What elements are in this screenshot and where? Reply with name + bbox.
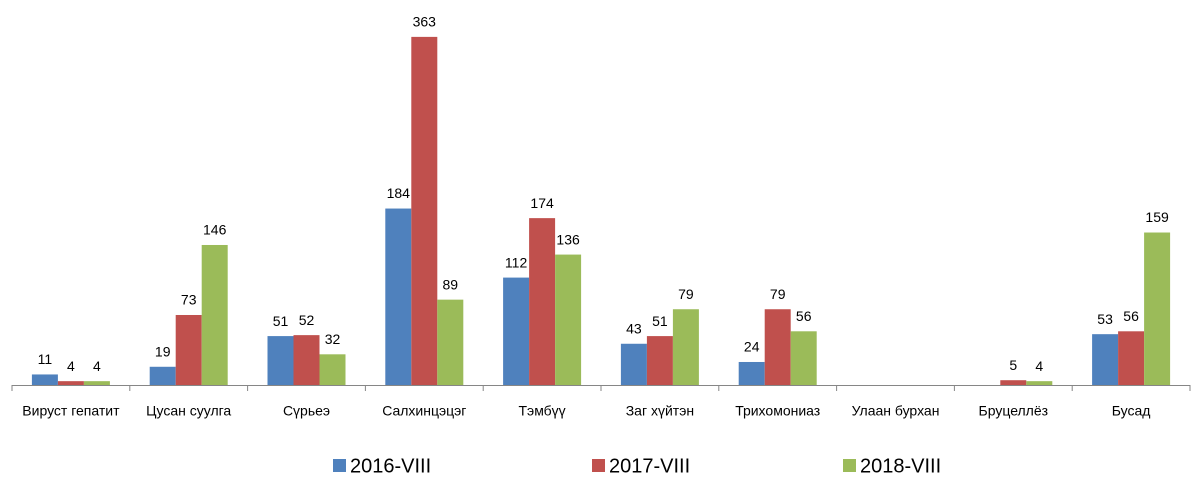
bar bbox=[83, 381, 110, 385]
bar bbox=[385, 208, 412, 385]
bar bbox=[503, 277, 530, 385]
bar bbox=[319, 354, 346, 385]
value-label: 363 bbox=[413, 14, 437, 30]
bar bbox=[529, 218, 556, 385]
bar bbox=[437, 299, 464, 385]
bar bbox=[1144, 232, 1171, 385]
legend-text: 2016-VIII bbox=[350, 455, 431, 477]
x-tick-label: Вируст гепатит bbox=[22, 403, 120, 419]
bar bbox=[293, 335, 320, 385]
bar bbox=[149, 366, 176, 385]
value-label: 24 bbox=[744, 339, 760, 355]
x-tick-label: Тэмбүү bbox=[519, 403, 566, 419]
x-tick-label: Цусан суулга bbox=[146, 403, 231, 419]
bar bbox=[738, 361, 765, 385]
value-label: 174 bbox=[530, 195, 554, 211]
value-label: 51 bbox=[273, 313, 289, 329]
bar bbox=[201, 244, 228, 385]
bar bbox=[764, 309, 791, 385]
bar bbox=[620, 343, 647, 385]
value-label: 4 bbox=[93, 358, 101, 374]
bar bbox=[1026, 381, 1053, 385]
value-label: 56 bbox=[796, 308, 812, 324]
bar bbox=[267, 336, 294, 385]
value-label: 4 bbox=[67, 358, 75, 374]
legend-swatch bbox=[843, 459, 856, 472]
bar bbox=[1000, 380, 1027, 385]
value-label: 51 bbox=[652, 313, 668, 329]
value-label: 146 bbox=[203, 222, 227, 238]
bar bbox=[672, 309, 699, 385]
legend-swatch bbox=[592, 459, 605, 472]
value-label: 53 bbox=[1097, 311, 1113, 327]
value-label: 5 bbox=[1009, 357, 1017, 373]
x-tick-label: Улаан бурхан bbox=[852, 403, 940, 419]
value-label: 4 bbox=[1035, 358, 1043, 374]
x-tick-label: Салхинцэцэг bbox=[382, 403, 466, 419]
legend-text: 2017-VIII bbox=[609, 455, 690, 477]
legend-swatch bbox=[333, 459, 346, 472]
value-label: 184 bbox=[387, 185, 411, 201]
x-tick-label: Сүрьеэ bbox=[283, 403, 330, 419]
value-label: 19 bbox=[155, 343, 171, 359]
bar bbox=[31, 374, 58, 385]
x-tick-label: Бруцеллёз bbox=[979, 403, 1049, 419]
x-tick-label: Заг хүйтэн bbox=[626, 403, 694, 419]
value-label: 89 bbox=[443, 276, 459, 292]
bar bbox=[555, 254, 582, 385]
x-tick-label: Бусад bbox=[1112, 403, 1151, 419]
value-label: 43 bbox=[626, 320, 642, 336]
value-label: 56 bbox=[1123, 308, 1139, 324]
legend-text: 2018-VIII bbox=[860, 455, 941, 477]
value-label: 52 bbox=[299, 312, 315, 328]
value-label: 79 bbox=[770, 286, 786, 302]
bar bbox=[411, 36, 438, 386]
bar bbox=[1118, 331, 1145, 385]
bar bbox=[646, 336, 673, 385]
bar bbox=[1092, 334, 1119, 385]
bar bbox=[790, 331, 817, 385]
value-label: 11 bbox=[38, 351, 53, 367]
value-label: 136 bbox=[556, 231, 580, 247]
value-label: 73 bbox=[181, 292, 197, 308]
bar bbox=[57, 381, 84, 385]
bar bbox=[175, 314, 202, 385]
value-label: 159 bbox=[1145, 209, 1169, 225]
x-tick-label: Трихомониаз bbox=[735, 403, 820, 419]
value-label: 112 bbox=[505, 254, 528, 270]
value-label: 32 bbox=[325, 331, 341, 347]
value-label: 79 bbox=[678, 286, 694, 302]
